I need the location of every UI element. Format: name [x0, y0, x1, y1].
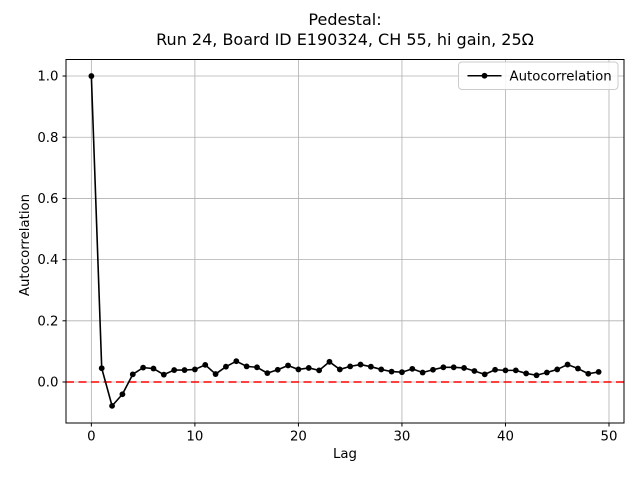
data-point-marker	[512, 367, 519, 374]
data-point-marker	[191, 366, 198, 373]
data-point-marker	[409, 365, 416, 372]
y-axis-label-text: Autocorrelation	[18, 193, 33, 297]
data-point-marker	[564, 361, 571, 368]
data-point-marker	[88, 73, 95, 79]
data-point-marker	[212, 371, 219, 377]
data-point-marker	[98, 365, 105, 372]
data-point-marker	[181, 367, 188, 373]
data-point-marker	[285, 362, 291, 369]
data-point-marker	[399, 369, 405, 376]
legend: Autocorrelation	[458, 61, 619, 90]
tick-labels: 0 10 20 30 40 50 0.0 0.2 0.4 0.6 0.8 1.0	[37, 70, 617, 445]
x-tick-label: 20	[290, 430, 307, 445]
legend-label: Autocorrelation	[510, 69, 612, 84]
data-point-marker	[140, 364, 147, 371]
data-point-marker	[233, 358, 240, 365]
data-point-marker	[481, 371, 488, 378]
data-point-marker	[575, 365, 581, 372]
chart-title-line1: Pedestal:	[308, 10, 382, 29]
data-point-marker	[554, 366, 561, 373]
data-point-marker	[109, 402, 115, 409]
data-point-marker	[326, 358, 333, 365]
data-point-marker	[264, 370, 271, 377]
data-point-marker	[171, 367, 178, 373]
data-point-marker	[316, 367, 323, 374]
data-point-marker	[419, 369, 426, 376]
data-point-marker	[461, 365, 467, 371]
data-point-marker	[129, 371, 136, 378]
autocorrelation-markers	[88, 73, 602, 409]
data-point-marker	[336, 366, 343, 373]
y-tick-label: 1.0	[37, 70, 58, 85]
data-point-marker	[388, 368, 395, 375]
data-point-marker	[378, 366, 385, 373]
y-tick-label: 0.4	[37, 253, 58, 268]
tick-marks	[62, 75, 610, 427]
data-point-marker	[295, 366, 302, 373]
x-tick-label: 30	[393, 430, 410, 445]
data-point-marker	[274, 366, 281, 373]
x-tick-label: 50	[601, 430, 618, 445]
data-point-marker	[367, 363, 374, 370]
data-point-marker	[585, 370, 592, 377]
x-tick-label: 10	[186, 430, 203, 445]
data-point-marker	[223, 363, 229, 370]
data-point-marker	[523, 370, 530, 377]
data-point-marker	[430, 366, 436, 373]
data-point-marker	[533, 372, 540, 379]
y-tick-label: 0.8	[37, 131, 58, 146]
data-point-marker	[254, 364, 260, 371]
data-point-marker	[305, 365, 312, 371]
data-point-marker	[357, 361, 364, 368]
y-tick-label: 0.6	[37, 192, 58, 207]
y-tick-label: 0.2	[37, 314, 58, 329]
x-tick-label: 0	[87, 430, 95, 445]
data-point-marker	[502, 367, 509, 374]
data-point-marker	[471, 368, 478, 374]
plot-background	[66, 59, 624, 423]
grid-lines	[66, 59, 624, 423]
data-point-marker	[492, 366, 499, 373]
x-tick-label: 40	[497, 430, 514, 445]
data-point-marker	[150, 365, 157, 372]
data-point-marker	[119, 391, 126, 398]
data-point-marker	[160, 371, 167, 378]
chart-title: Pedestal: Run 24, Board ID E190324, CH 5…	[66, 10, 624, 50]
data-point-marker	[450, 364, 457, 371]
data-point-marker	[202, 361, 209, 368]
data-point-marker	[543, 369, 550, 376]
plot-border	[65, 59, 625, 424]
data-point-marker	[595, 369, 602, 375]
data-point-marker	[243, 363, 250, 370]
chart-title-line2: Run 24, Board ID E190324, CH 55, hi gain…	[156, 30, 534, 49]
data-point-marker	[440, 364, 447, 371]
legend-marker-sample	[481, 72, 488, 79]
legend-box	[458, 61, 619, 90]
y-tick-label: 0.0	[37, 376, 58, 391]
x-axis-label: Lag	[333, 447, 357, 462]
data-point-marker	[347, 363, 354, 370]
